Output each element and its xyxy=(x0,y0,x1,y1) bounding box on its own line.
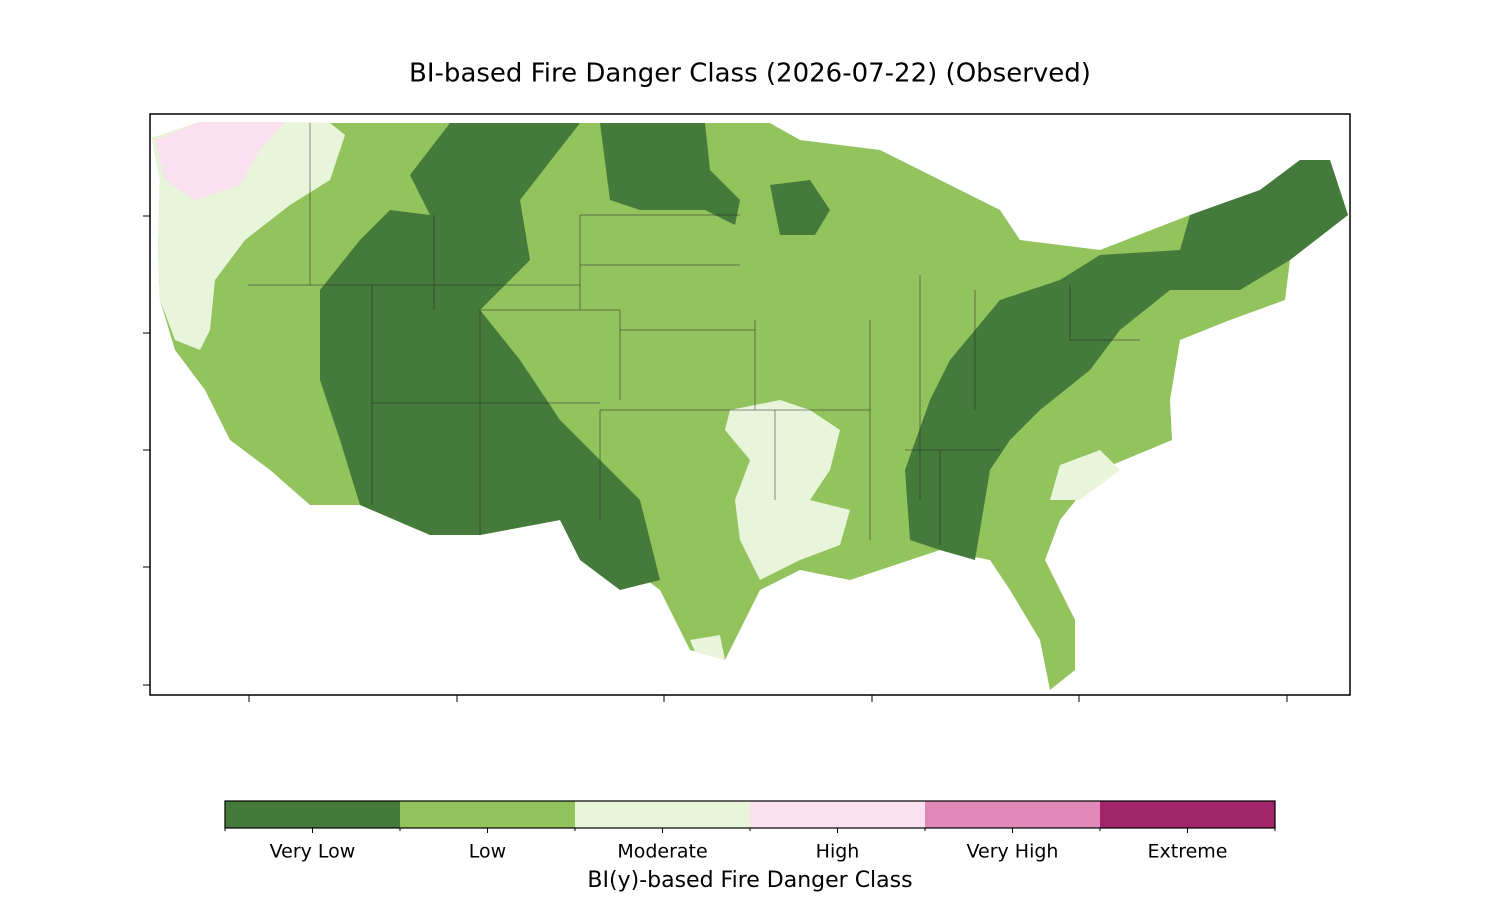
region-high xyxy=(155,122,285,200)
colorbar-class-label: Very Low xyxy=(270,841,356,863)
colorbar-frame xyxy=(224,800,1276,829)
colorbar-class-label: Very High xyxy=(967,841,1059,863)
region-moderate xyxy=(1050,450,1120,500)
colorbar-swatch xyxy=(1100,801,1275,828)
map-frame xyxy=(149,113,1351,696)
map-title: BI-based Fire Danger Class (2026-07-22) … xyxy=(409,59,1091,89)
region-very-low xyxy=(770,180,830,235)
colorbar-class-label: Low xyxy=(469,841,506,863)
colorbar: Very Low Low Moderate High Very High Extreme xyxy=(224,800,1276,863)
colorbar-swatch xyxy=(225,801,400,828)
frame-ticks xyxy=(143,215,1288,702)
region-very-low xyxy=(905,160,1348,560)
colorbar-class-label: Extreme xyxy=(1148,841,1228,863)
region-moderate xyxy=(725,400,850,580)
colorbar-label: BI(y)-based Fire Danger Class xyxy=(587,868,912,893)
region-very-low xyxy=(320,123,660,590)
colorbar-swatch xyxy=(925,801,1100,828)
region-very-low xyxy=(600,123,740,225)
state-borders xyxy=(248,123,1140,545)
colorbar-class-label: High xyxy=(816,841,860,863)
region-moderate xyxy=(690,635,725,660)
map xyxy=(152,122,1348,690)
colorbar-swatch xyxy=(400,801,575,828)
colorbar-class-label: Moderate xyxy=(617,841,707,863)
colorbar-swatch xyxy=(750,801,925,828)
colorbar-swatch xyxy=(575,801,750,828)
